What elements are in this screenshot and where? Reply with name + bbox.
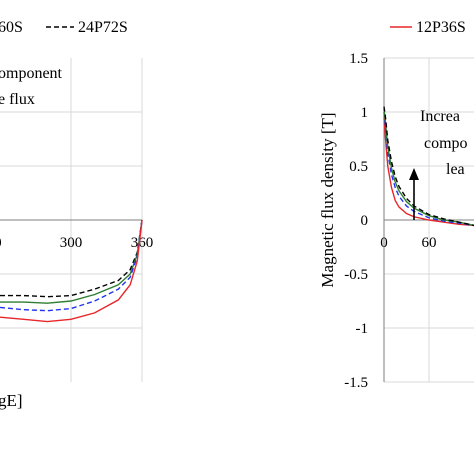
y-tick-label: 0 bbox=[361, 213, 369, 229]
x-tick-label: 40 bbox=[0, 235, 2, 251]
x-tick-label: 360 bbox=[131, 235, 154, 251]
series-line-12p36s bbox=[383, 117, 474, 227]
y-tick-label: 1.5 bbox=[349, 51, 368, 67]
series-line-green bbox=[383, 108, 474, 227]
series-line-blue bbox=[383, 111, 474, 227]
x-tick-label: 300 bbox=[60, 235, 83, 251]
y-tick-label: -1.5 bbox=[344, 375, 368, 391]
legend-label: 60S bbox=[0, 19, 23, 36]
series-line-red bbox=[0, 219, 143, 323]
x-tick-label: 60 bbox=[422, 235, 437, 251]
annotation-text: e flux bbox=[0, 91, 35, 108]
series-line-green bbox=[0, 219, 143, 304]
series-line-blue bbox=[0, 219, 143, 312]
annotation-text: compo bbox=[424, 135, 468, 152]
right-chart-panel: 1.5 1 0.5 0 -0.5 -1 -1.5 0 60 Magnetic flux densi… bbox=[318, 19, 474, 391]
left-chart-panel: 40 300 360 60S 24P72S omponent e flux gE] bbox=[0, 19, 153, 410]
y-tick-label: -1 bbox=[356, 321, 369, 337]
y-axis-label: Magnetic flux density [T] bbox=[318, 112, 337, 287]
x-tick-label: 0 bbox=[380, 235, 388, 251]
y-tick-label: 0.5 bbox=[349, 159, 368, 175]
legend-label: 12P36S bbox=[416, 19, 466, 36]
y-tick-label: -0.5 bbox=[344, 267, 368, 283]
annotation-arrow-head bbox=[409, 168, 419, 180]
annotation-text: lea bbox=[446, 161, 465, 178]
annotation-text: Increa bbox=[420, 108, 460, 125]
legend-label: 24P72S bbox=[78, 19, 128, 36]
annotation-text: omponent bbox=[0, 65, 63, 82]
y-tick-label: 1 bbox=[361, 105, 369, 121]
series-line-24p72s bbox=[383, 106, 474, 227]
x-axis-label: gE] bbox=[0, 391, 23, 410]
